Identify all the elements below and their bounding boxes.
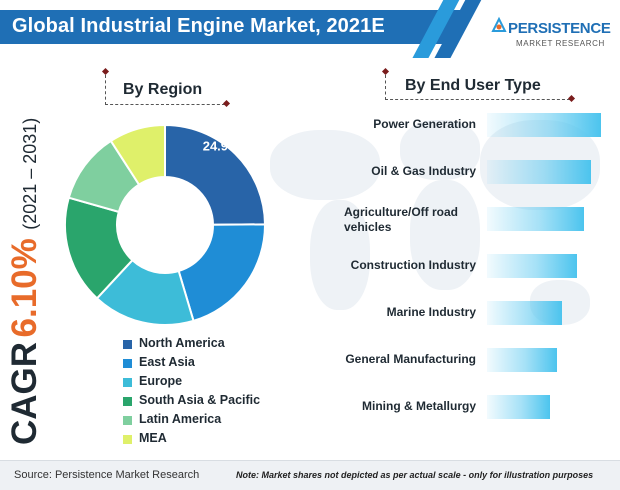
title-banner: Global Industrial Engine Market, 2021E bbox=[0, 0, 500, 58]
legend-swatch bbox=[123, 435, 132, 444]
bar-category-label: Power Generation bbox=[373, 117, 476, 131]
cagr-label: CAGR bbox=[5, 341, 44, 445]
footer: Source: Persistence Market Research Note… bbox=[0, 460, 620, 490]
donut-slice-east-asia bbox=[177, 223, 266, 323]
bar-oil-gas-industry bbox=[487, 160, 591, 184]
logo-name: PERSISTENCE bbox=[508, 20, 611, 37]
cagr-value: 6.10% bbox=[5, 238, 44, 338]
bar-mining-metallurgy bbox=[487, 395, 550, 419]
bar-power-generation bbox=[487, 113, 601, 137]
bar-marine-industry bbox=[487, 301, 562, 325]
bar-construction-industry bbox=[487, 254, 577, 278]
region-donut-chart: 24.9% bbox=[64, 123, 267, 326]
legend-swatch bbox=[123, 340, 132, 349]
bar-category-label: Mining & Metallurgy bbox=[362, 399, 476, 413]
donut-slice-mea bbox=[109, 123, 166, 187]
logo-subtitle: MARKET RESEARCH bbox=[516, 39, 605, 48]
footnote-text: Note: Market shares not depicted as per … bbox=[236, 470, 594, 480]
legend-label: North America bbox=[139, 336, 225, 350]
persistence-logo: PERSISTENCE MARKET RESEARCH bbox=[490, 10, 611, 62]
heading-marker-icon bbox=[101, 67, 110, 76]
heading-divider bbox=[385, 75, 386, 100]
cagr-callout: CAGR 6.10% (2021 – 2031) bbox=[5, 110, 45, 445]
end-user-chart-title: By End User Type bbox=[405, 77, 541, 94]
donut-data-label: 24.9% bbox=[203, 139, 240, 154]
legend-label: MEA bbox=[139, 431, 167, 445]
end-user-bar-chart: Power Generation Oil & Gas Industry Agricu… bbox=[280, 100, 610, 440]
legend-label: East Asia bbox=[139, 355, 195, 369]
heading-marker-icon bbox=[381, 67, 390, 76]
legend-label: Latin America bbox=[139, 412, 222, 426]
heading-divider bbox=[105, 75, 106, 105]
heading-divider bbox=[385, 99, 570, 100]
heading-divider bbox=[105, 104, 225, 105]
bar-category-label: Marine Industry bbox=[386, 305, 476, 319]
logo-mark-icon bbox=[491, 16, 507, 32]
cagr-period: (2021 – 2031) bbox=[20, 117, 40, 230]
legend-swatch bbox=[123, 378, 132, 387]
region-chart-title: By Region bbox=[123, 81, 203, 98]
bar-category-label: Construction Industry bbox=[350, 258, 476, 272]
bar-category-label: General Manufacturing bbox=[345, 352, 476, 366]
bar-category-label: Oil & Gas Industry bbox=[371, 164, 476, 178]
legend-swatch bbox=[123, 416, 132, 425]
bar-category-label: Agriculture/Off road vehicles bbox=[344, 205, 459, 234]
bar-agriculture-off-road-vehicles bbox=[487, 207, 584, 231]
source-text: Source: Persistence Market Research bbox=[14, 469, 200, 481]
heading-marker-icon bbox=[222, 99, 231, 108]
page-title: Global Industrial Engine Market, 2021E bbox=[12, 15, 385, 37]
bar-general-manufacturing bbox=[487, 348, 557, 372]
legend-label: Europe bbox=[139, 374, 183, 388]
legend-label: South Asia & Pacific bbox=[139, 393, 261, 407]
donut-slice-north-america bbox=[164, 123, 267, 226]
legend-swatch bbox=[123, 397, 132, 406]
legend-swatch bbox=[123, 359, 132, 368]
